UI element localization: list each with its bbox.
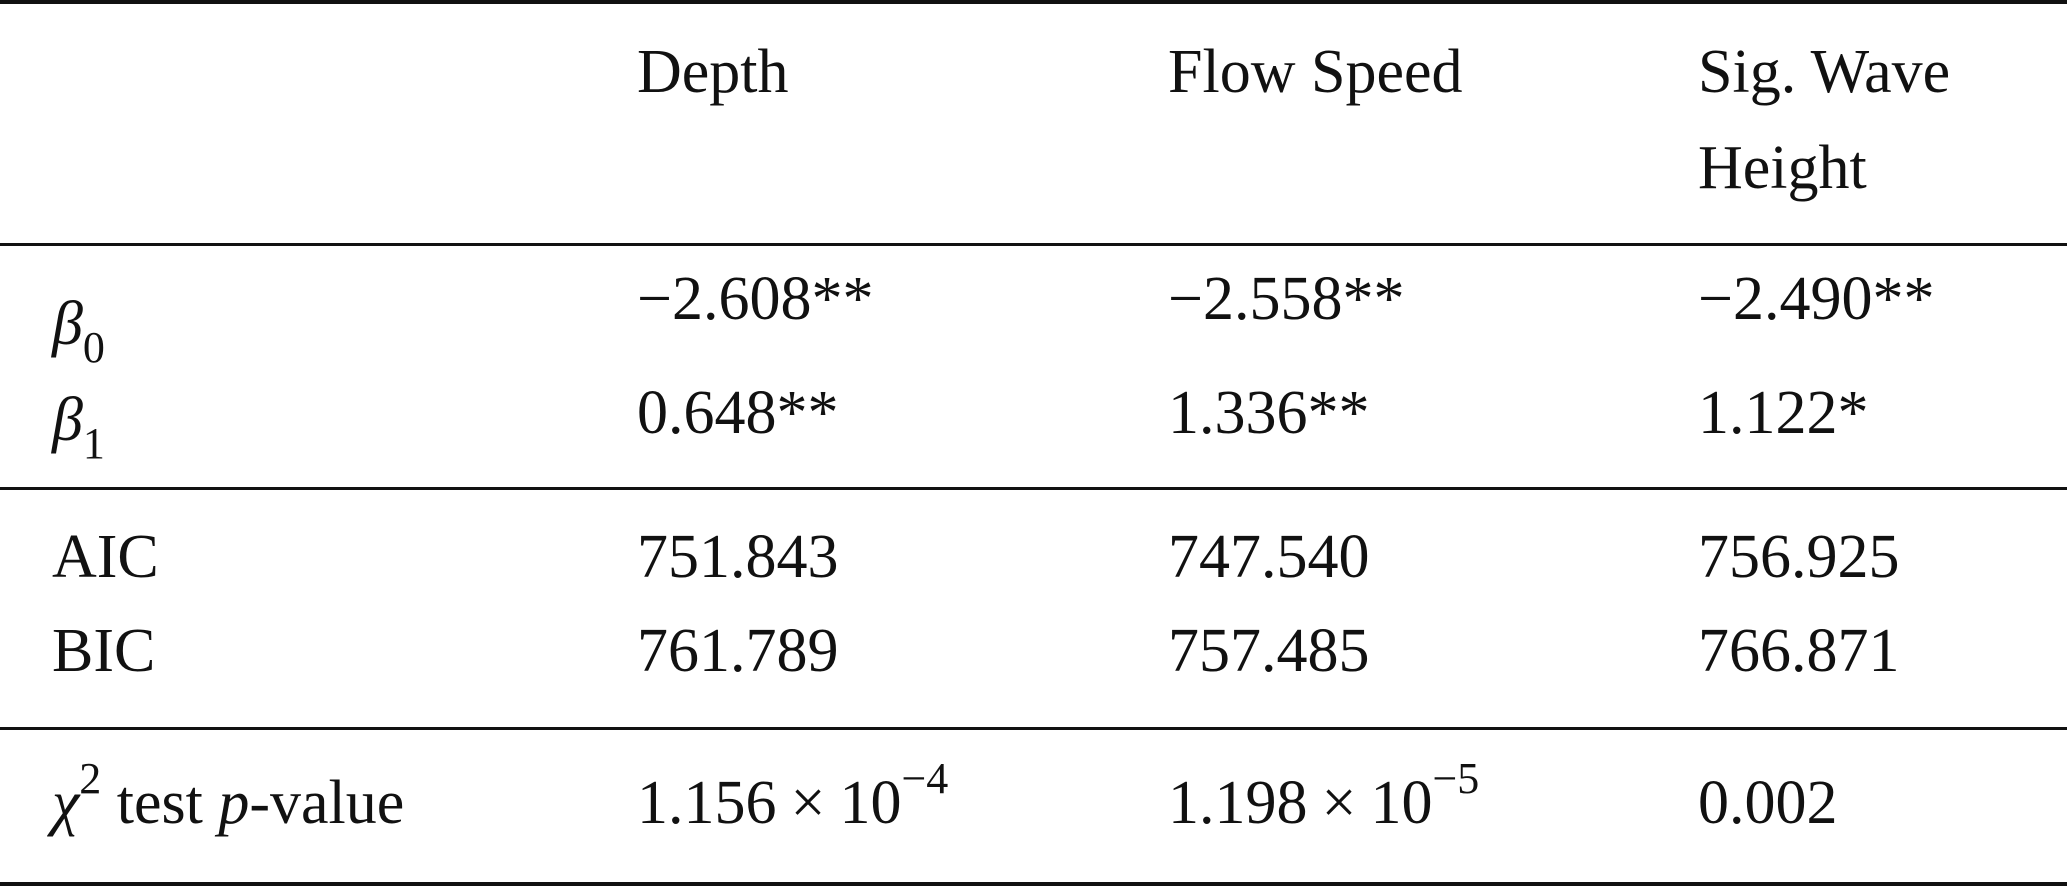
beta0-depth: −2.608**	[637, 265, 874, 333]
beta0-flow-speed: −2.558**	[1168, 265, 1405, 333]
bic-sig-wave-height: 766.871	[1698, 617, 1900, 685]
column-header-sig-wave-height: Sig. Wave Height	[1698, 38, 1951, 202]
row-label-beta1: β1	[52, 386, 105, 468]
criteria-rule	[0, 727, 2067, 730]
row-label-chi-squared-p-value: χ2 test p-value	[52, 754, 405, 837]
row-label-bic: BIC	[52, 617, 156, 685]
column-header-flow-speed: Flow Speed	[1168, 38, 1463, 106]
chi-p-value-depth: 1.156 × 10−4	[637, 754, 949, 837]
bic-depth: 761.789	[637, 617, 839, 685]
column-header-depth: Depth	[637, 38, 789, 106]
bic-flow-speed: 757.485	[1168, 617, 1370, 685]
beta1-depth: 0.648**	[637, 379, 839, 447]
chi-p-value-flow-speed: 1.198 × 10−5	[1168, 754, 1480, 837]
aic-depth: 751.843	[637, 523, 839, 591]
bottom-rule	[0, 882, 2067, 886]
chi-p-value-sig-wave-height: 0.002	[1698, 769, 1838, 837]
coefficients-rule	[0, 487, 2067, 490]
top-rule	[0, 0, 2067, 4]
beta1-flow-speed: 1.336**	[1168, 379, 1370, 447]
header-rule	[0, 243, 2067, 246]
aic-flow-speed: 747.540	[1168, 523, 1370, 591]
row-label-aic: AIC	[52, 523, 159, 591]
aic-sig-wave-height: 756.925	[1698, 523, 1900, 591]
beta1-sig-wave-height: 1.122*	[1698, 379, 1869, 447]
beta0-sig-wave-height: −2.490**	[1698, 265, 1935, 333]
row-label-beta0: β0	[52, 290, 105, 372]
